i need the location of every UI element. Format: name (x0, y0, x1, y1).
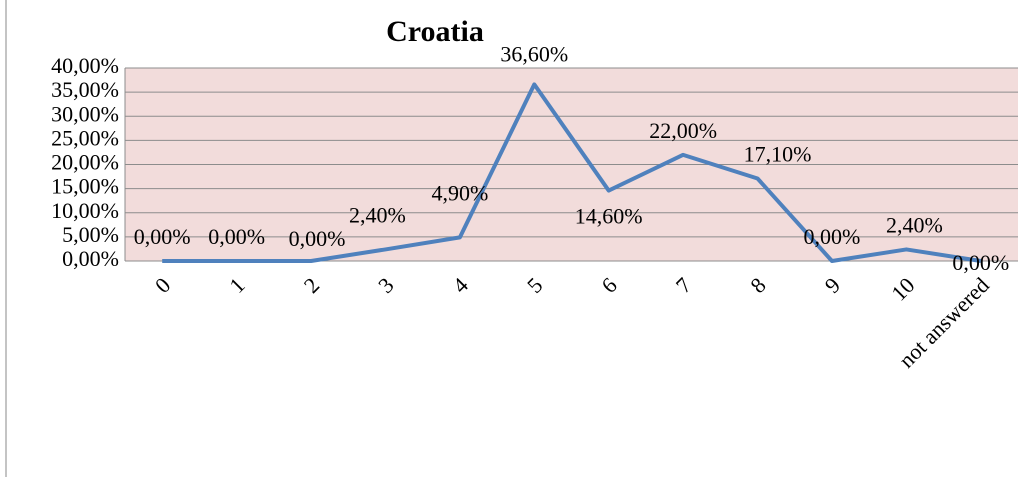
y-tick-label: 20,00% (51, 150, 119, 175)
data-label: 4,90% (431, 180, 488, 205)
line (162, 82, 982, 263)
x-tick-label: 9 (820, 272, 845, 297)
y-tick-label: 25,00% (51, 125, 119, 150)
data-label: 17,10% (744, 142, 812, 167)
x-tick-label: 7 (671, 272, 696, 297)
x-tick-label: 3 (373, 272, 398, 297)
y-tick-label: 35,00% (51, 77, 119, 102)
data-label: 14,60% (575, 204, 643, 229)
data-label: 36,60% (500, 41, 568, 66)
x-tick-label: 10 (886, 272, 919, 305)
x-tick-label: 5 (522, 272, 547, 297)
data-label: 0,00% (289, 226, 346, 251)
y-tick-label: 30,00% (51, 101, 119, 126)
x-tick-label: 4 (448, 272, 473, 297)
data-label: 22,00% (649, 118, 717, 143)
y-tick-label: 10,00% (51, 198, 119, 223)
x-tick-label: 2 (299, 272, 324, 297)
x-tick-label: 0 (150, 272, 175, 297)
y-tick-label: 0,00% (62, 246, 119, 271)
data-label: 0,00% (208, 224, 265, 249)
data-label: 0,00% (804, 224, 861, 249)
y-tick-label: 15,00% (51, 174, 119, 199)
data-label: 2,40% (349, 202, 406, 227)
data-label: 0,00% (134, 224, 191, 249)
data-label: 2,40% (886, 212, 943, 237)
x-tick-label: 1 (224, 272, 249, 297)
data-label: 0,00% (952, 250, 1009, 275)
y-tick-label: 40,00% (51, 53, 119, 78)
chart-title: Croatia (386, 15, 484, 48)
x-tick-label: 6 (596, 272, 621, 297)
x-tick-label: 8 (745, 272, 770, 297)
y-tick-label: 5,00% (62, 222, 119, 247)
